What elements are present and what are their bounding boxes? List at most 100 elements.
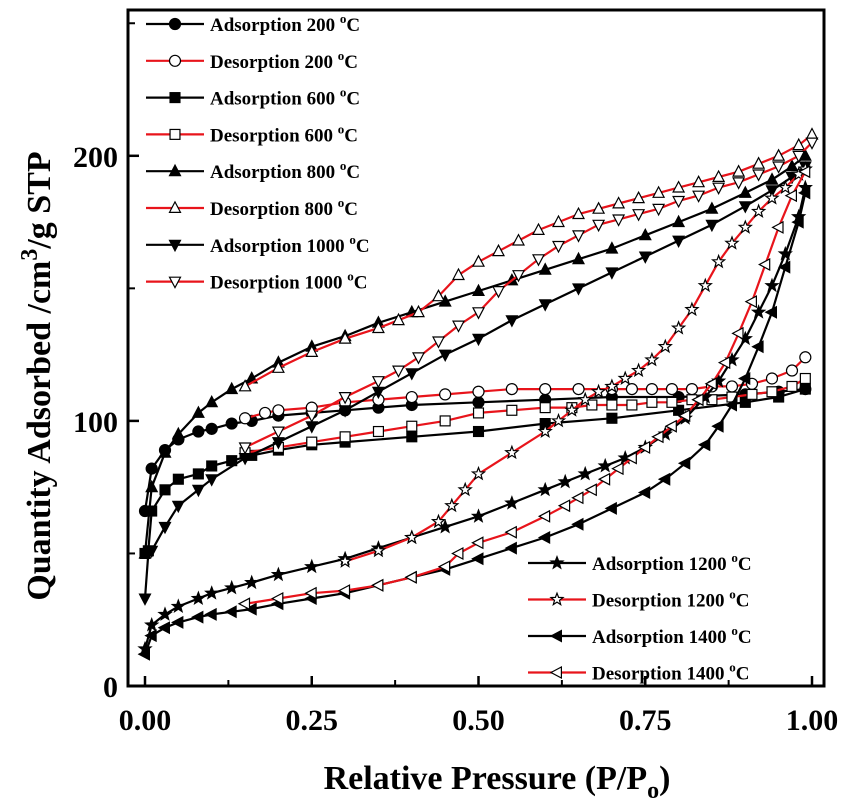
legend-label-text: Adsorption 1200 <box>592 554 731 575</box>
data-point <box>672 180 686 193</box>
data-point <box>392 365 405 378</box>
data-point <box>712 169 726 182</box>
series-adsorption-1200 <box>137 179 813 656</box>
y-tick-label: 200 <box>73 141 118 174</box>
data-point <box>512 233 525 246</box>
legend-marker <box>168 200 182 213</box>
data-point <box>597 457 613 473</box>
data-point <box>539 402 551 414</box>
data-point <box>337 584 351 598</box>
legend-label-text: Adsorption 200 <box>210 15 340 36</box>
legend-label-text: Desorption 200 <box>210 52 338 73</box>
data-point <box>626 399 638 411</box>
legend-label-text: Desorption 600 <box>210 125 338 146</box>
x-tick-label: 0.00 <box>119 704 172 737</box>
data-point <box>506 404 518 416</box>
data-point <box>472 254 485 267</box>
data-point <box>752 169 766 182</box>
data-point <box>665 382 679 396</box>
data-point <box>192 468 204 480</box>
data-point <box>271 426 285 439</box>
data-point <box>750 304 767 319</box>
legend-label-unit: C <box>736 664 750 685</box>
data-point <box>612 214 626 227</box>
data-point <box>792 150 806 164</box>
data-point <box>204 585 220 600</box>
data-point <box>537 481 553 497</box>
data-point <box>405 368 419 381</box>
data-point <box>157 606 173 621</box>
data-point <box>670 320 687 335</box>
data-point <box>738 185 752 198</box>
legend-label-unit: C <box>344 52 358 73</box>
data-point <box>638 251 652 264</box>
legend-entry: Desorption 200 oC <box>146 48 358 73</box>
data-point <box>539 382 552 396</box>
data-point <box>584 483 597 497</box>
data-point <box>452 320 465 333</box>
data-point <box>171 615 184 629</box>
legend-marker <box>549 629 563 643</box>
y-tick-label: 0 <box>103 671 118 704</box>
data-point <box>452 267 465 281</box>
data-point <box>157 621 170 635</box>
data-point <box>571 517 584 531</box>
legend-label-unit: C <box>346 15 360 36</box>
data-point <box>504 495 520 510</box>
data-point <box>306 436 318 448</box>
x-axis-label-end: ) <box>659 760 670 797</box>
data-point <box>592 201 606 214</box>
data-point <box>572 251 585 265</box>
legend-label-degree: o <box>729 660 736 675</box>
data-point <box>406 431 418 443</box>
data-point <box>758 258 771 271</box>
data-point <box>471 536 484 550</box>
data-point <box>144 629 157 643</box>
data-point <box>657 338 673 354</box>
data-point <box>537 423 553 439</box>
legend-label: Desorption 200 oC <box>210 48 358 73</box>
data-point <box>597 472 611 486</box>
y-axis-label-end: /g STP <box>21 151 58 249</box>
legend-label-degree: o <box>340 158 347 173</box>
data-point <box>577 465 593 481</box>
data-point <box>652 203 666 217</box>
data-point <box>738 372 751 385</box>
data-point <box>244 602 257 616</box>
data-point <box>205 422 218 435</box>
data-point <box>605 241 619 254</box>
data-point <box>470 508 487 523</box>
data-point <box>732 164 746 177</box>
data-point <box>739 396 751 408</box>
data-point <box>471 552 484 566</box>
data-point <box>552 240 565 254</box>
data-point <box>785 364 799 377</box>
legend-entry: Adsorption 600 oC <box>146 85 360 110</box>
legend-entry: Desorption 1400 oC <box>528 660 749 685</box>
data-point <box>744 295 758 309</box>
data-point <box>270 566 287 582</box>
data-point <box>792 137 806 151</box>
data-point <box>371 376 385 389</box>
y-axis-label: Quantity Adsorbed /cm3/g STP <box>17 151 58 600</box>
data-point <box>692 190 706 203</box>
data-point <box>404 570 417 584</box>
data-point <box>504 541 517 555</box>
data-point <box>798 165 811 179</box>
data-point <box>692 175 706 188</box>
data-point <box>505 382 518 396</box>
data-point <box>612 196 626 209</box>
data-point <box>472 396 485 409</box>
data-point <box>799 383 811 395</box>
data-point <box>572 283 585 296</box>
data-point <box>205 395 219 408</box>
data-point <box>710 253 727 269</box>
data-point <box>370 542 387 558</box>
data-point <box>412 352 425 365</box>
legend-label-text: Adsorption 1400 <box>592 627 731 648</box>
data-point <box>630 362 647 378</box>
data-point <box>171 426 185 440</box>
data-point <box>638 228 652 241</box>
legend-label-unit: C <box>738 627 752 648</box>
data-point <box>705 219 719 233</box>
